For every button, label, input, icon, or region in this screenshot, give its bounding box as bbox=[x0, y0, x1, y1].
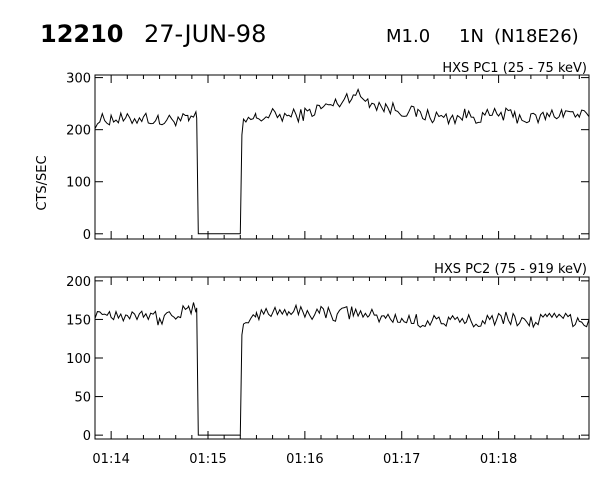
flare-importance: 1N bbox=[459, 26, 484, 47]
panel-pc2-x-ticks bbox=[94, 277, 580, 439]
panel-pc2-title: HXS PC2 (75 - 919 keV) bbox=[434, 262, 587, 277]
y-tick-label: 150 bbox=[66, 313, 91, 328]
series-line bbox=[94, 87, 590, 235]
panel-pc2-frame bbox=[94, 276, 590, 440]
panel-pc1: HXS PC1 (25 - 75 keV) CTS/SEC 0 100 200 300 bbox=[35, 61, 590, 243]
panel-pc1-frame bbox=[94, 74, 590, 240]
panel-pc2: HXS PC2 (75 - 919 keV) 0 50 100 150 200 01:1… bbox=[66, 262, 590, 467]
y-tick-label: 0 bbox=[83, 429, 91, 444]
x-tick-label: 01:18 bbox=[480, 452, 517, 467]
x-tick-labels: 01:14 01:15 01:16 01:17 01:18 bbox=[92, 452, 517, 467]
y-tick-label: 100 bbox=[66, 176, 91, 191]
panel-pc1-title: HXS PC1 (25 - 75 keV) bbox=[442, 61, 587, 76]
x-tick-label: 01:15 bbox=[189, 452, 226, 467]
panel-pc2-y-ticks: 0 50 100 150 200 bbox=[66, 275, 589, 444]
panel-pc2-series bbox=[94, 302, 590, 436]
x-tick-label: 01:14 bbox=[92, 452, 129, 467]
panel-pc1-x-ticks bbox=[94, 75, 580, 239]
y-tick-label: 200 bbox=[66, 275, 91, 290]
y-tick-label: 50 bbox=[74, 391, 91, 406]
flare-location: (N18E26) bbox=[494, 26, 579, 47]
y-axis-label: CTS/SEC bbox=[35, 155, 50, 210]
y-tick-label: 0 bbox=[83, 228, 91, 243]
x-tick-label: 01:16 bbox=[286, 452, 323, 467]
event-date: 27-JUN-98 bbox=[144, 20, 266, 48]
panel-pc1-series bbox=[94, 87, 590, 235]
y-tick-label: 300 bbox=[66, 72, 91, 87]
y-tick-label: 100 bbox=[66, 352, 91, 367]
series-line bbox=[94, 302, 590, 436]
panel-pc1-y-ticks: 0 100 200 300 bbox=[66, 72, 589, 243]
y-tick-label: 200 bbox=[66, 124, 91, 139]
goes-class: M1.0 bbox=[386, 26, 430, 47]
event-id: 12210 bbox=[40, 20, 124, 48]
x-tick-label: 01:17 bbox=[383, 452, 420, 467]
